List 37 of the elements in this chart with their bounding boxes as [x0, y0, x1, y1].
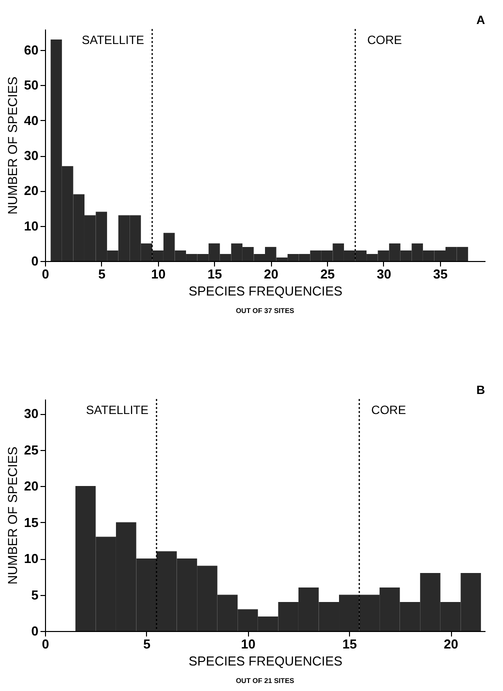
x-tick-label: 20	[444, 636, 458, 652]
x-tick-label: 15	[342, 636, 357, 652]
x-tick-label: 10	[241, 636, 256, 652]
y-tick-label: 50	[24, 78, 38, 93]
y-tick-label: 10	[24, 218, 38, 234]
x-tick-label: 15	[207, 266, 222, 282]
y-tick-label: 0	[31, 624, 38, 638]
y-axis-title: NUMBER OF SPECIES	[5, 76, 20, 214]
x-tick-label: 5	[98, 266, 106, 282]
y-tick-label: 30	[24, 148, 38, 164]
x-tick-label: 25	[320, 266, 335, 282]
x-tick-label: 0	[42, 636, 50, 652]
annotation: SATELLITE	[82, 33, 144, 47]
annotation: CORE	[371, 403, 406, 417]
x-tick-label: 10	[151, 266, 166, 282]
x-tick-label: 35	[433, 266, 448, 282]
x-tick-label: 30	[376, 266, 392, 282]
x-axis-title: SPECIES FREQUENCIES	[188, 284, 343, 298]
y-tick-label: 20	[24, 478, 38, 494]
y-tick-label: 15	[24, 514, 38, 530]
y-tick-label: 25	[24, 442, 38, 458]
y-tick-label: 0	[31, 254, 38, 268]
annotation: CORE	[367, 33, 402, 47]
x-tick-label: 0	[42, 266, 50, 282]
y-tick-label: 20	[24, 183, 38, 198]
y-tick-label: 10	[24, 551, 38, 566]
chart-title: A	[476, 13, 486, 27]
y-tick-label: 40	[24, 112, 38, 128]
chart-title: B	[476, 383, 486, 397]
annotation: SATELLITE	[86, 403, 149, 417]
x-tick-label: 5	[143, 636, 150, 652]
y-tick-label: 30	[24, 406, 38, 421]
x-tick-label: 20	[264, 266, 278, 282]
y-axis-title: NUMBER OF SPECIES	[5, 446, 20, 584]
x-axis-title: SPECIES FREQUENCIES	[188, 654, 343, 668]
y-tick-label: 5	[31, 587, 38, 602]
y-tick-label: 60	[24, 42, 38, 58]
